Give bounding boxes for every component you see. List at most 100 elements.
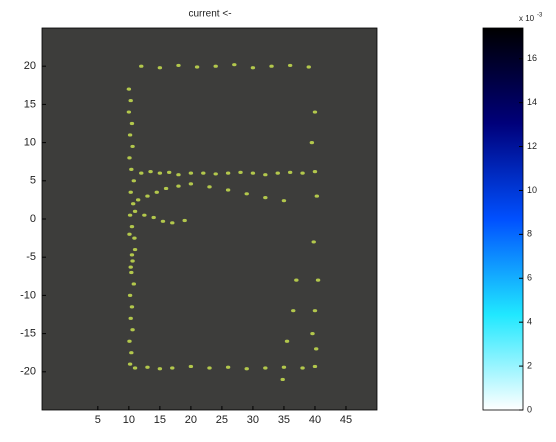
- point: [129, 270, 134, 275]
- point: [225, 365, 231, 369]
- colorbar-exponent: -3: [537, 13, 543, 19]
- point: [275, 171, 280, 175]
- point: [312, 170, 318, 174]
- point: [157, 367, 163, 371]
- point: [207, 366, 212, 370]
- point: [176, 173, 181, 177]
- point: [130, 328, 135, 332]
- point: [287, 63, 293, 68]
- point: [314, 347, 319, 351]
- point: [154, 190, 159, 194]
- point: [250, 171, 256, 175]
- x-tick-label: 15: [154, 414, 166, 426]
- point: [284, 339, 290, 343]
- colorbar: [482, 27, 524, 411]
- x-tick-label: 10: [123, 414, 135, 426]
- y-tick-label: -20: [20, 366, 36, 378]
- y-tick-label: -15: [20, 328, 36, 340]
- point: [130, 144, 135, 149]
- point: [281, 365, 287, 369]
- point: [132, 209, 138, 213]
- y-tick-label: 20: [24, 60, 36, 72]
- point: [312, 364, 318, 369]
- point: [309, 141, 315, 145]
- point: [280, 377, 285, 382]
- point: [126, 87, 132, 91]
- point: [170, 221, 175, 225]
- point: [145, 365, 150, 369]
- point: [129, 305, 135, 309]
- point: [300, 171, 305, 175]
- point: [157, 171, 163, 175]
- point: [201, 171, 206, 175]
- point: [127, 362, 133, 366]
- point: [281, 199, 287, 203]
- point: [132, 247, 138, 252]
- point: [131, 179, 137, 183]
- point: [213, 64, 218, 68]
- point: [128, 98, 133, 103]
- point: [132, 236, 137, 240]
- point: [127, 293, 133, 297]
- colorbar-tick-label: 16: [527, 53, 537, 63]
- point: [188, 182, 194, 186]
- point: [182, 218, 187, 223]
- point: [157, 66, 163, 70]
- colorbar-tick-label: 0: [527, 404, 532, 414]
- y-tick-label: 15: [24, 98, 36, 110]
- point: [238, 170, 243, 174]
- colorbar-tick-label: 10: [527, 185, 537, 195]
- point: [287, 170, 293, 174]
- point: [127, 339, 132, 343]
- point: [213, 172, 218, 176]
- point: [127, 133, 133, 137]
- y-tick-label: -5: [26, 251, 36, 263]
- point: [160, 219, 166, 223]
- x-tick-label: 45: [340, 414, 352, 426]
- point: [129, 225, 135, 229]
- point: [225, 188, 231, 192]
- point: [163, 186, 169, 191]
- point: [128, 265, 133, 269]
- point: [170, 366, 175, 370]
- point: [311, 240, 316, 244]
- x-tick-label: 20: [185, 414, 197, 426]
- point: [130, 259, 135, 263]
- point: [188, 171, 194, 175]
- point: [291, 309, 296, 313]
- point: [263, 173, 268, 177]
- point: [244, 367, 249, 371]
- point: [135, 198, 141, 202]
- x-tick-label: 25: [216, 414, 228, 426]
- y-tick-label: 10: [24, 137, 36, 149]
- point: [127, 213, 133, 217]
- point: [132, 366, 138, 370]
- point: [176, 184, 181, 188]
- point: [269, 64, 274, 68]
- colorbar-tick-label: 12: [527, 141, 537, 151]
- colorbar-tick-label: 6: [527, 273, 532, 283]
- point: [314, 194, 320, 198]
- point: [244, 192, 249, 196]
- point: [139, 171, 144, 175]
- point: [129, 167, 134, 171]
- point: [312, 309, 318, 313]
- point: [139, 64, 144, 68]
- point: [176, 63, 181, 68]
- point: [129, 351, 134, 355]
- point: [315, 278, 321, 282]
- point: [225, 171, 231, 175]
- point: [127, 232, 132, 236]
- x-tick-label: 40: [309, 414, 321, 426]
- y-tick-label: 0: [30, 213, 36, 225]
- colorbar-tick-label: 8: [527, 229, 532, 239]
- x-tick-label: 5: [95, 414, 101, 426]
- point: [128, 190, 133, 194]
- colorbar-tick-label: 4: [527, 317, 532, 327]
- colorbar-label: x 10: [519, 14, 535, 23]
- point: [232, 63, 237, 67]
- point: [250, 66, 256, 70]
- y-tick-label: -10: [20, 289, 36, 301]
- point: [207, 185, 212, 189]
